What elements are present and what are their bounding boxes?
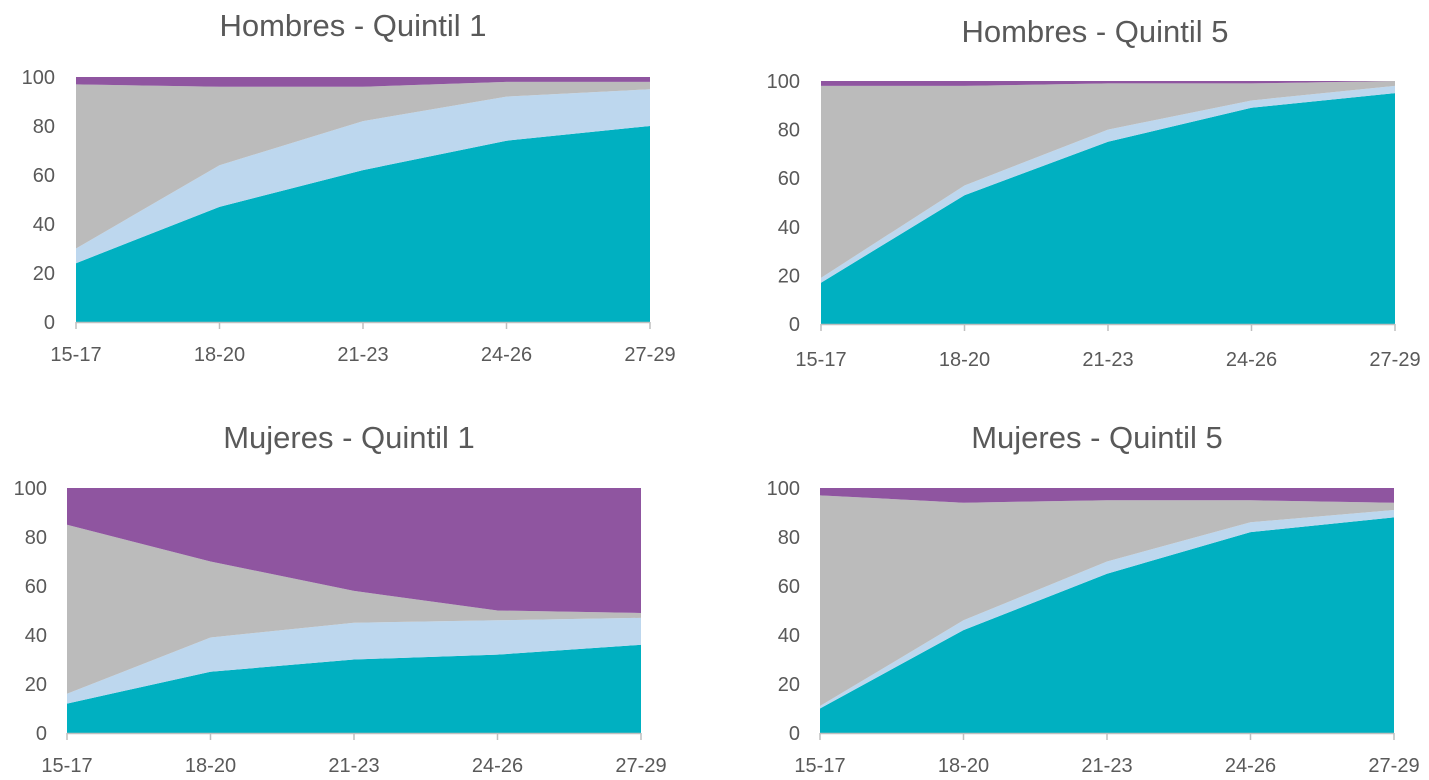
- y-tick-label: 0: [44, 312, 55, 334]
- y-tick-label: 100: [767, 71, 800, 93]
- y-tick-label: 80: [778, 120, 800, 142]
- x-tick-label: 24-26: [1225, 755, 1276, 777]
- area-work-only: [76, 126, 650, 322]
- chart-plot: 15-17 18-20 21-23 24-26 27-29 0 20 40 60 80 100: [767, 478, 1420, 777]
- x-tick-label: 21-23: [328, 755, 379, 777]
- x-tick-label: 27-29: [624, 344, 675, 366]
- area-study-and-work: [67, 617, 641, 704]
- y-tick-label: 20: [778, 265, 800, 287]
- x-tick-label: 27-29: [615, 755, 666, 777]
- y-tick-label: 40: [33, 214, 55, 236]
- area-inactive: [67, 488, 641, 613]
- x-tick-label: 15-17: [795, 349, 846, 371]
- y-tick-label: 20: [778, 674, 800, 696]
- x-tick-label: 21-23: [1082, 349, 1133, 371]
- y-tick-label: 40: [778, 217, 800, 239]
- x-tick-label: 24-26: [481, 344, 532, 366]
- x-tick-label: 18-20: [939, 349, 990, 371]
- y-tick-label: 60: [778, 168, 800, 190]
- x-tick-label: 21-23: [1081, 755, 1132, 777]
- x-tick-label: 18-20: [938, 755, 989, 777]
- x-tick-label: 24-26: [1226, 349, 1277, 371]
- y-tick-label: 40: [25, 625, 47, 647]
- chart-title: Hombres - Quintil 5: [961, 14, 1229, 49]
- y-tick-label: 0: [789, 723, 800, 745]
- chart-plot: 15-17 18-20 21-23 24-26 27-29 0 20 40 60 80 100: [767, 71, 1421, 371]
- chart-mujeres-quintil-1: Mujeres - Quintil 1 15-17 18-20 21-23 24-26…: [0, 390, 714, 780]
- y-tick-label: 20: [25, 674, 47, 696]
- y-tick-label: 100: [767, 478, 800, 500]
- x-tick-label: 15-17: [50, 344, 101, 366]
- x-tick-label: 27-29: [1369, 349, 1420, 371]
- chart-hombres-quintil-5: Hombres - Quintil 5 15-17 18-20 21-23 24-26…: [714, 0, 1429, 390]
- y-tick-label: 80: [33, 116, 55, 138]
- y-tick-label: 40: [778, 625, 800, 647]
- x-tick-label: 18-20: [185, 755, 236, 777]
- chart-mujeres-quintil-5: Mujeres - Quintil 5 15-17 18-20 21-23 24-26…: [714, 390, 1429, 780]
- chart-title: Hombres - Quintil 1: [219, 8, 487, 43]
- x-tick-label: 27-29: [1368, 755, 1419, 777]
- area-work-only: [821, 93, 1395, 325]
- area-study-only: [76, 81, 650, 249]
- area-work-only: [820, 517, 1394, 733]
- y-tick-label: 60: [778, 576, 800, 598]
- chart-hombres-quintil-1: Hombres - Quintil 1 15-17 18-20 21-23 24-26…: [0, 0, 714, 390]
- y-tick-label: 0: [36, 723, 47, 745]
- y-tick-label: 80: [25, 527, 47, 549]
- y-tick-label: 0: [789, 314, 800, 336]
- y-tick-label: 60: [33, 165, 55, 187]
- x-tick-label: 15-17: [794, 755, 845, 777]
- x-tick-label: 15-17: [41, 755, 92, 777]
- area-inactive: [821, 81, 1395, 86]
- chart-title: Mujeres - Quintil 1: [223, 420, 475, 455]
- area-study-only: [821, 81, 1395, 278]
- y-tick-label: 100: [14, 478, 47, 500]
- x-tick-label: 24-26: [472, 755, 523, 777]
- y-tick-label: 80: [778, 527, 800, 549]
- chart-plot: 15-17 18-20 21-23 24-26 27-29 0 20 40 60 80 100: [14, 478, 667, 777]
- x-tick-label: 18-20: [194, 344, 245, 366]
- chart-plot: 15-17 18-20 21-23 24-26 27-29 0 20 40 60 80 100: [22, 67, 676, 366]
- chart-title: Mujeres - Quintil 5: [971, 420, 1223, 455]
- y-tick-label: 20: [33, 263, 55, 285]
- x-tick-label: 21-23: [337, 344, 388, 366]
- area-inactive: [820, 488, 1394, 503]
- area-study-and-work: [76, 89, 650, 264]
- area-work-only: [67, 644, 641, 733]
- y-tick-label: 100: [22, 67, 55, 89]
- area-study-only: [820, 495, 1394, 707]
- area-inactive: [76, 77, 650, 87]
- y-tick-label: 60: [25, 576, 47, 598]
- area-study-only: [67, 524, 641, 694]
